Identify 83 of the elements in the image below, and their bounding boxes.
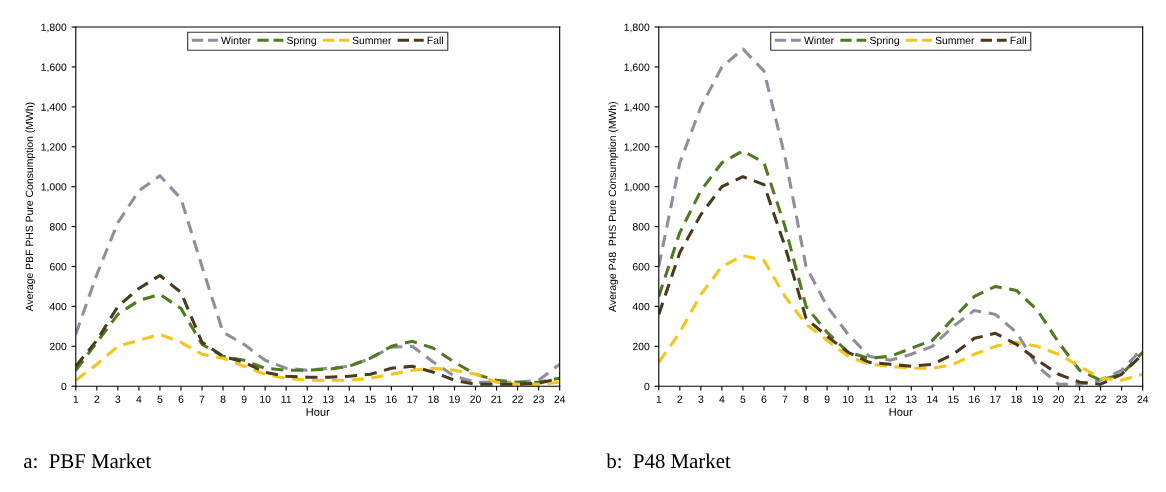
legend-label: Winter xyxy=(221,36,251,45)
x-tick-label: 1 xyxy=(73,395,79,403)
x-tick-label: 11 xyxy=(281,395,292,403)
x-tick-label: 22 xyxy=(512,395,523,403)
x-tick-label: 14 xyxy=(344,395,355,403)
x-tick-label: 7 xyxy=(199,395,205,403)
text: b: P48 Market xyxy=(606,453,731,469)
y-tick-label: 1,200 xyxy=(41,143,67,152)
x-tick-label: 5 xyxy=(740,395,746,403)
x-tick-label: 2 xyxy=(94,395,100,403)
y-tick-label: 0 xyxy=(61,382,67,391)
x-tick-label: 9 xyxy=(241,395,247,403)
x-tick-label: 11 xyxy=(864,395,875,403)
x-tick-label: 8 xyxy=(803,395,809,403)
x-tick-label: 23 xyxy=(1116,395,1127,403)
x-tick-label: 3 xyxy=(115,395,121,403)
x-tick-label: 2 xyxy=(677,395,683,403)
x-tick-label: 12 xyxy=(885,395,896,403)
x-axis-title: Hour xyxy=(306,408,330,416)
x-tick-label: 17 xyxy=(407,395,418,403)
x-tick-label: 17 xyxy=(990,395,1001,403)
x-tick-label: 10 xyxy=(843,395,854,403)
legend-label: Fall xyxy=(1010,36,1026,45)
x-tick-label: 13 xyxy=(906,395,917,403)
y-tick-label: 0 xyxy=(644,382,650,391)
x-tick-label: 8 xyxy=(220,395,226,403)
x-tick-label: 22 xyxy=(1095,395,1106,403)
y-tick-label: 800 xyxy=(632,223,650,231)
x-tick-label: 6 xyxy=(761,395,767,403)
x-tick-label: 16 xyxy=(386,395,397,403)
text: a: PBF Market xyxy=(24,453,152,469)
y-tick-label: 1,600 xyxy=(41,63,67,73)
x-tick-label: 12 xyxy=(302,395,313,403)
legend-label: Spring xyxy=(287,36,316,47)
x-tick-label: 21 xyxy=(1074,395,1085,403)
y-tick-label: 1,600 xyxy=(624,63,650,73)
legend-label: Summer xyxy=(935,36,975,45)
legend-label: Spring xyxy=(870,36,899,47)
y-tick-label: 1,800 xyxy=(41,23,67,33)
y-tick-label: 600 xyxy=(632,263,650,271)
x-tick-label: 5 xyxy=(157,395,163,403)
y-tick-label: 1,800 xyxy=(624,23,650,33)
x-tick-label: 9 xyxy=(824,395,830,403)
y-axis-title: Average P48 PHS Pure Consumption (MWh) xyxy=(608,102,619,312)
x-tick-label: 16 xyxy=(969,395,980,403)
y-tick-label: 1,000 xyxy=(41,183,67,192)
x-tick-label: 3 xyxy=(698,395,704,403)
y-tick-label: 200 xyxy=(49,342,67,351)
x-tick-label: 14 xyxy=(927,395,938,403)
x-tick-label: 19 xyxy=(449,395,460,403)
x-tick-label: 20 xyxy=(470,395,481,403)
x-tick-label: 21 xyxy=(491,395,502,403)
x-tick-label: 1 xyxy=(656,395,662,403)
line-series xyxy=(658,254,1143,382)
y-tick-label: 1,400 xyxy=(624,103,650,112)
x-tick-label: 23 xyxy=(533,395,544,403)
y-tick-label: 1,000 xyxy=(624,183,650,192)
legend-label: Fall xyxy=(427,36,443,45)
x-tick-label: 7 xyxy=(782,395,788,403)
x-tick-label: 20 xyxy=(1053,395,1064,403)
x-tick-label: 10 xyxy=(260,395,271,403)
y-tick-label: 1,200 xyxy=(624,143,650,152)
y-tick-label: 400 xyxy=(632,302,650,311)
x-tick-label: 15 xyxy=(948,395,959,403)
x-tick-label: 18 xyxy=(428,395,439,403)
legend-label: Summer xyxy=(352,36,392,45)
y-tick-label: 600 xyxy=(49,263,67,271)
x-tick-label: 19 xyxy=(1032,395,1043,403)
x-tick-label: 15 xyxy=(365,395,376,403)
y-tick-label: 800 xyxy=(49,223,67,231)
x-tick-label: 4 xyxy=(719,395,725,403)
x-tick-label: 6 xyxy=(178,395,184,403)
y-tick-label: 400 xyxy=(49,302,67,311)
legend-label: Winter xyxy=(804,36,834,45)
y-tick-label: 200 xyxy=(632,342,650,351)
x-tick-label: 24 xyxy=(554,395,566,403)
x-axis-title: Hour xyxy=(889,408,913,416)
y-tick-label: 1,400 xyxy=(41,103,67,112)
y-axis-title: Average PBF PHS Pure Consumption (MWh) xyxy=(25,102,36,312)
x-tick-label: 4 xyxy=(136,395,142,403)
x-tick-label: 18 xyxy=(1011,395,1022,403)
x-tick-label: 13 xyxy=(323,395,334,403)
x-tick-label: 24 xyxy=(1137,395,1149,403)
